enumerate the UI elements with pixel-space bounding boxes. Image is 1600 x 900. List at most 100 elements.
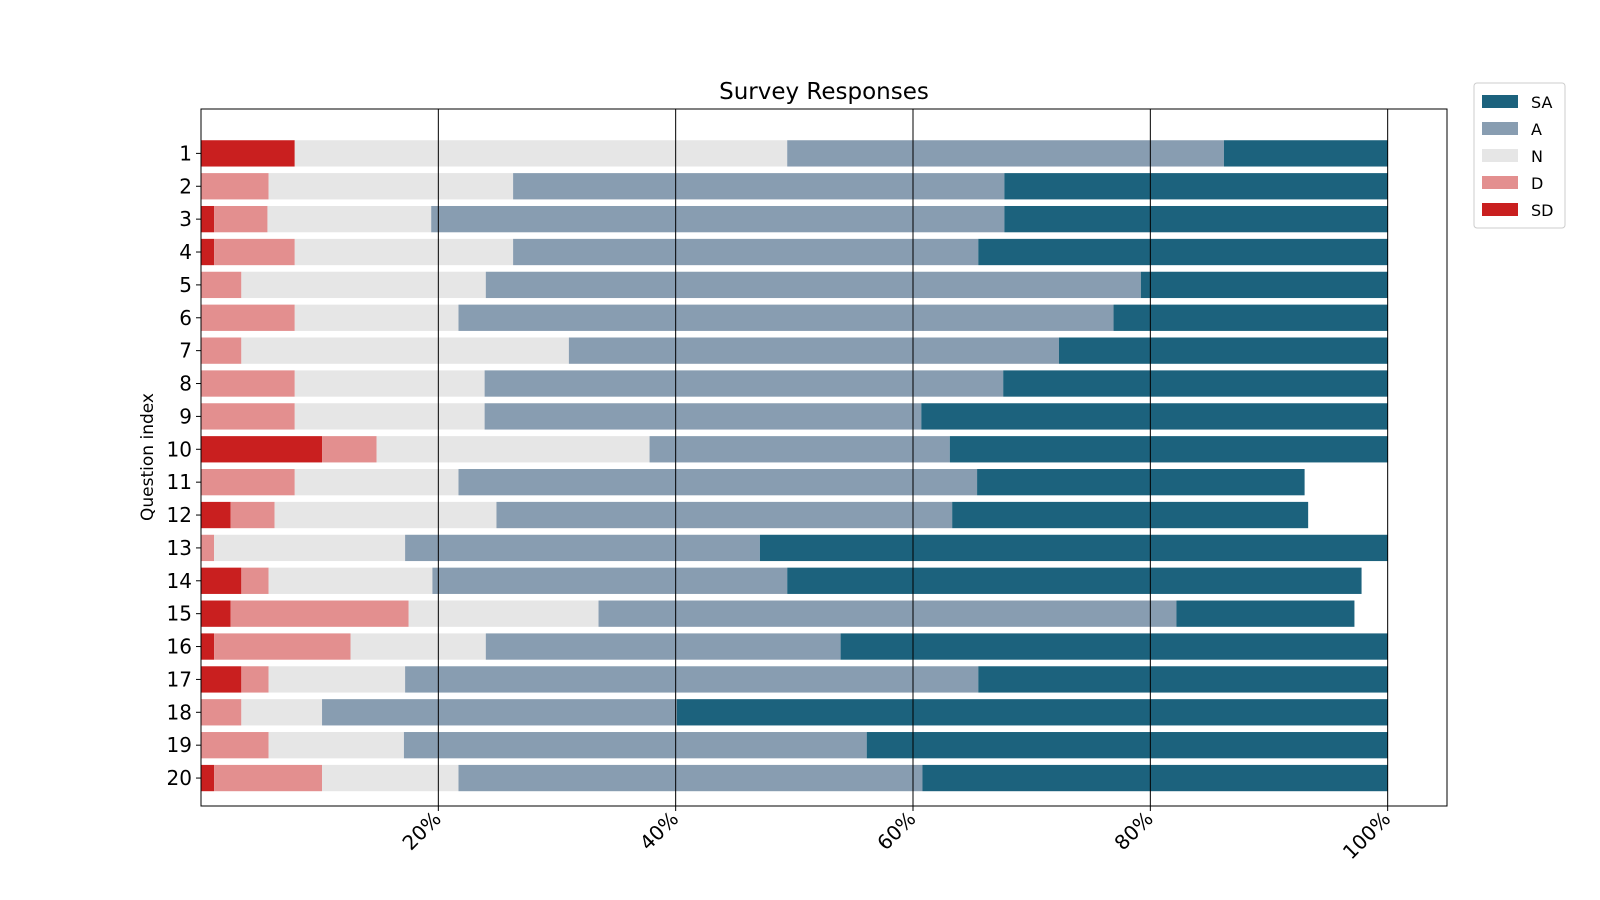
y-tick-label: 16 (167, 635, 192, 659)
bar-q18-sa (676, 699, 1388, 726)
bar-q12-a (496, 501, 953, 529)
legend-swatch-sd (1482, 203, 1518, 216)
x-axis-ticks: 20% 40% 60% 80% 100% (397, 806, 1395, 864)
bar-q12-n (274, 501, 497, 529)
bar-q10-sd (201, 436, 323, 463)
bar-q17-sa (978, 666, 1388, 693)
legend-label-sd: SD (1531, 201, 1553, 220)
bar-q4-n (294, 238, 514, 266)
bar-q3-sa (1004, 205, 1388, 233)
bar-q12-sd (201, 501, 231, 529)
y-tick-label: 19 (167, 733, 192, 757)
bar-q15-sd (201, 600, 231, 627)
y-tick-label: 6 (179, 306, 192, 330)
bar-q4-d (214, 238, 295, 266)
legend-swatch-n (1482, 149, 1518, 162)
y-tick-label: 15 (167, 602, 192, 626)
y-axis-label: Question index (138, 393, 158, 521)
bar-q3-sd (201, 205, 215, 233)
bar-q2-d (201, 173, 269, 200)
bar-q15-sa (1176, 600, 1355, 627)
bar-q2-a (513, 173, 1005, 200)
plot-frame (200, 108, 1448, 807)
x-tick-label: 80% (1109, 807, 1157, 855)
bar-q10-n (376, 436, 650, 463)
y-tick-label: 10 (167, 437, 192, 461)
bar-q11-sa (977, 469, 1305, 496)
bar-q14-sd (201, 567, 242, 594)
bar-q20-sa (922, 764, 1388, 792)
bar-q10-d (322, 436, 377, 463)
bar-q17-d (241, 666, 269, 693)
bar-q6-a (458, 304, 1114, 331)
bar-q7-a (568, 337, 1059, 364)
bar-q2-n (268, 173, 514, 200)
bar-q6-d (201, 304, 295, 331)
bar-q16-n (350, 633, 486, 660)
bars-group (201, 140, 1388, 792)
y-tick-label: 14 (167, 569, 192, 593)
legend-label-n: N (1531, 147, 1543, 166)
bar-q20-d (214, 764, 323, 792)
bar-q14-n (268, 567, 433, 594)
y-tick-label: 18 (167, 700, 192, 724)
legend-frame (1473, 82, 1566, 229)
bar-q13-sa (759, 534, 1388, 562)
y-tick-label: 13 (167, 536, 192, 560)
bar-q14-d (241, 567, 269, 594)
legend-swatch-a (1482, 122, 1518, 135)
y-tick-label: 12 (167, 503, 192, 527)
bar-q1-sd (201, 140, 295, 167)
bar-q7-d (201, 337, 242, 364)
bar-q3-n (267, 205, 432, 233)
bar-q4-a (513, 238, 979, 266)
bar-q3-a (431, 205, 1005, 233)
legend-swatch-sa (1482, 95, 1518, 108)
y-tick-label: 17 (167, 667, 192, 691)
x-tick-label: 60% (872, 807, 920, 855)
bar-q8-a (484, 370, 1004, 397)
bar-q4-sd (201, 238, 215, 266)
bar-q3-d (214, 205, 268, 233)
bar-q14-sa (787, 567, 1362, 594)
bar-q7-n (241, 337, 569, 364)
bar-q18-a (322, 699, 677, 726)
bar-q17-n (268, 666, 406, 693)
bar-q9-sa (921, 403, 1388, 430)
legend-label-d: D (1531, 174, 1543, 193)
bar-q13-n (214, 534, 406, 562)
y-tick-label: 7 (179, 339, 192, 363)
x-tick-label: 20% (397, 807, 445, 855)
y-tick-label: 2 (179, 174, 192, 198)
bar-q19-d (201, 732, 269, 759)
bar-q8-d (201, 370, 295, 397)
bar-q1-sa (1223, 140, 1388, 167)
bar-q10-a (649, 436, 950, 463)
bar-q6-n (294, 304, 459, 331)
x-tick-label: 100% (1338, 807, 1395, 864)
bar-q8-sa (1003, 370, 1388, 397)
y-tick-label: 1 (179, 141, 192, 165)
legend: SA AND SD (1473, 82, 1566, 229)
bar-q15-a (598, 600, 1177, 627)
y-tick-label: 3 (179, 207, 192, 231)
bar-q1-n (294, 140, 788, 167)
bar-q10-sa (949, 436, 1388, 463)
bar-q5-a (485, 271, 1141, 299)
bar-q18-n (241, 699, 323, 726)
bar-q20-a (458, 764, 923, 792)
bar-q8-n (294, 370, 485, 397)
bar-q7-sa (1058, 337, 1388, 364)
bar-q16-sd (201, 633, 215, 660)
bar-q15-n (408, 600, 599, 627)
bar-q20-n (322, 764, 459, 792)
bar-q16-sa (840, 633, 1388, 660)
bar-q9-n (294, 403, 485, 430)
bar-q6-sa (1113, 304, 1388, 331)
bar-q2-sa (1004, 173, 1388, 200)
bar-q13-d (201, 534, 215, 562)
bar-q17-a (405, 666, 979, 693)
bar-q4-sa (978, 238, 1388, 266)
bar-q13-a (405, 534, 760, 562)
